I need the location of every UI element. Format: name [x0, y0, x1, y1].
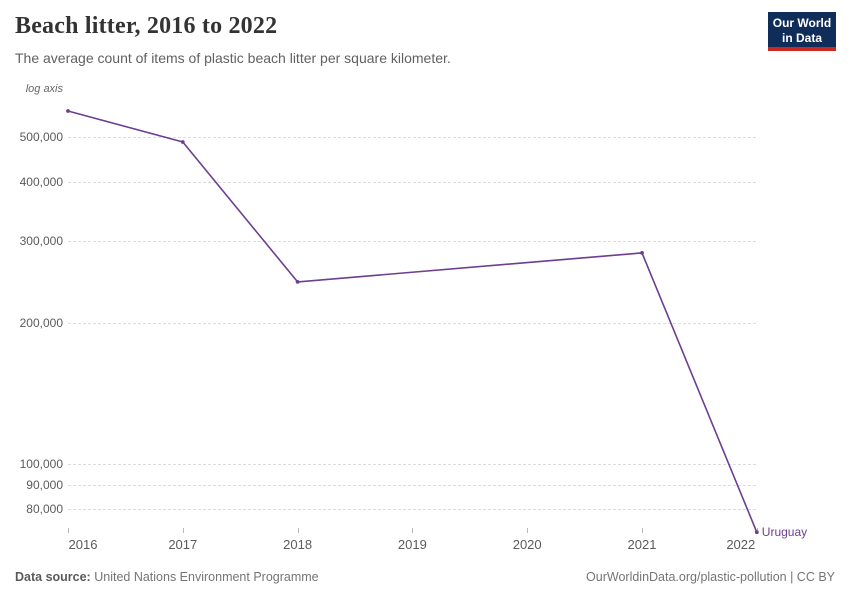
- y-gridline: [68, 464, 756, 465]
- y-tick-label: 90,000: [26, 478, 63, 493]
- owid-logo-line1: Our World: [772, 16, 832, 30]
- x-tick-label: 2020: [512, 537, 542, 552]
- x-tick-label: 2017: [168, 537, 198, 552]
- y-tick-label: 100,000: [19, 457, 63, 471]
- y-tick-label: 400,000: [19, 175, 63, 190]
- y-tick-label: 300,000: [19, 233, 63, 248]
- y-tick-label: 500,000: [19, 129, 63, 144]
- x-tick-label: 2018: [283, 537, 313, 552]
- log-axis-note: log axis: [25, 83, 63, 95]
- chart-subtitle: The average count of items of plastic be…: [15, 50, 451, 66]
- data-point-marker: [295, 280, 300, 284]
- y-gridline: [68, 136, 756, 138]
- x-tick-label: 2022: [726, 537, 756, 552]
- y-gridline: [68, 182, 756, 184]
- x-tick-label: 2016: [68, 537, 98, 552]
- x-tick-mark: [527, 528, 529, 533]
- x-tick-mark: [756, 528, 758, 533]
- owid-logo: Our World in Data: [768, 12, 836, 51]
- chart-title: Beach litter, 2016 to 2022: [15, 13, 278, 39]
- data-point-marker: [66, 109, 70, 113]
- data-source-label: Data source:: [15, 570, 91, 584]
- y-gridline: [68, 485, 756, 487]
- owid-logo-line2: in Data: [781, 31, 822, 46]
- y-gridline: [68, 240, 756, 242]
- series-label-uruguay: Uruguay: [761, 525, 808, 540]
- y-tick-label: 200,000: [19, 316, 63, 331]
- x-tick-mark: [182, 528, 184, 533]
- x-tick-label: 2021: [627, 537, 657, 552]
- chart-footer: Data source: United Nations Environment …: [15, 570, 835, 584]
- data-source-note: Data source: United Nations Environment …: [15, 570, 319, 584]
- y-gridline: [68, 509, 756, 511]
- x-tick-mark: [412, 528, 414, 533]
- x-tick-label: 2019: [397, 537, 427, 552]
- y-gridline: [68, 323, 756, 325]
- data-source-value: United Nations Environment Programme: [94, 570, 319, 584]
- data-point-marker: [180, 140, 185, 144]
- x-tick-mark: [642, 528, 643, 533]
- uruguay-line-series: [67, 110, 758, 534]
- x-tick-mark: [68, 528, 69, 533]
- attribution-note: OurWorldinData.org/plastic-pollution | C…: [586, 570, 835, 584]
- data-point-marker: [640, 251, 644, 255]
- x-tick-mark: [297, 528, 299, 533]
- y-tick-label: 80,000: [26, 502, 63, 517]
